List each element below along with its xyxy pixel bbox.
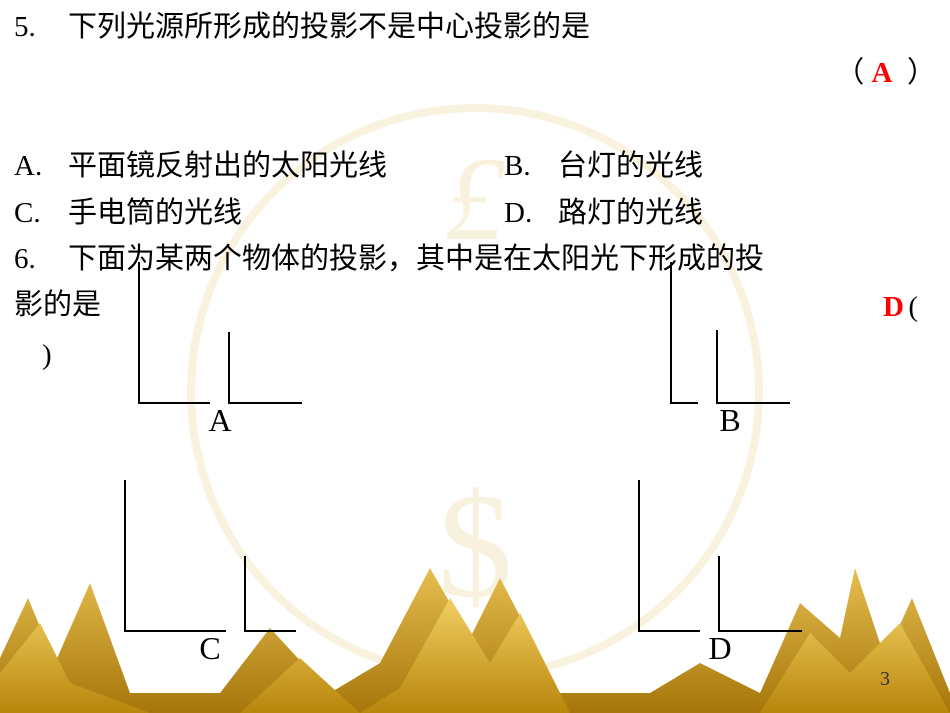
q5-option-a: A. 平面镜反射出的太阳光线: [14, 143, 504, 189]
figure-d-bar: [638, 480, 700, 632]
q5-options-row1: A. 平面镜反射出的太阳光线 B. 台灯的光线: [14, 143, 936, 189]
q5-option-c: C. 手电筒的光线: [14, 190, 504, 236]
figure-c-bar: [244, 556, 296, 632]
figure-b-bar: [670, 262, 698, 404]
page-number: 3: [880, 668, 890, 691]
figure-c: C: [90, 480, 330, 667]
figure-a-label: A: [100, 402, 340, 439]
figure-a-bar: [138, 262, 210, 404]
q5-paren-open: （: [835, 57, 864, 89]
q5-line: 5. 下列光源所形成的投影不是中心投影的是 （ A ）: [14, 4, 936, 143]
figure-c-bar: [124, 480, 226, 632]
q5-optA-text: 平面镜反射出的太阳光线: [68, 143, 387, 189]
q5-option-b: B. 台灯的光线: [504, 143, 936, 189]
figure-d: D: [600, 480, 840, 667]
figure-b: B: [610, 262, 850, 439]
q5-optD-text: 路灯的光线: [558, 190, 703, 236]
q5-optB-text: 台灯的光线: [558, 143, 703, 189]
q5-answer: A: [872, 57, 893, 89]
q5-optD-letter: D.: [504, 190, 558, 236]
q5-optC-letter: C.: [14, 190, 68, 236]
figure-b-label: B: [610, 402, 850, 439]
q5-number: 5.: [14, 4, 68, 50]
q5-options-row2: C. 手电筒的光线 D. 路灯的光线: [14, 190, 936, 236]
q5-optB-letter: B.: [504, 143, 558, 189]
figure-a-bar: [228, 332, 302, 404]
q5-option-d: D. 路灯的光线: [504, 190, 936, 236]
figure-b-bar: [716, 330, 790, 404]
q5-paren-close: ）: [907, 57, 936, 89]
figure-c-label: C: [90, 630, 330, 667]
q6-figures: A B C D: [0, 262, 950, 712]
figure-d-label: D: [600, 630, 840, 667]
figure-d-bar: [718, 556, 802, 632]
q5-optA-letter: A.: [14, 143, 68, 189]
figure-a: A: [100, 262, 340, 439]
q5-optC-text: 手电筒的光线: [68, 190, 242, 236]
q5-text: 下列光源所形成的投影不是中心投影的是: [68, 4, 792, 50]
q5-paren: （ A ）: [792, 4, 936, 143]
